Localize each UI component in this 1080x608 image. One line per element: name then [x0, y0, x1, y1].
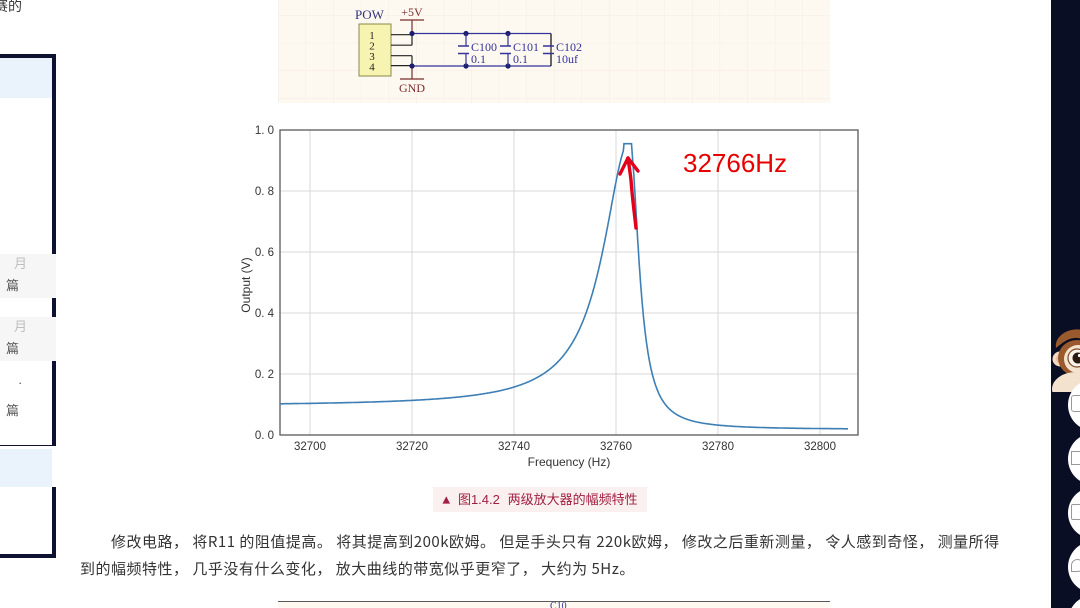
svg-text:0. 6: 0. 6	[255, 247, 274, 259]
svg-text:0. 8: 0. 8	[255, 186, 274, 198]
svg-text:Output (V): Output (V)	[239, 257, 253, 312]
svg-text:0. 2: 0. 2	[255, 369, 274, 381]
svg-text:32766Hz: 32766Hz	[683, 148, 787, 178]
svg-text:1. 0: 1. 0	[255, 125, 274, 137]
svg-text:32700: 32700	[294, 441, 326, 453]
svg-text:0. 0: 0. 0	[255, 430, 274, 442]
svg-text:32740: 32740	[498, 441, 530, 453]
svg-text:32720: 32720	[396, 441, 428, 453]
svg-text:32800: 32800	[804, 441, 836, 453]
svg-text:32760: 32760	[600, 441, 632, 453]
svg-text:32780: 32780	[702, 441, 734, 453]
svg-text:0. 4: 0. 4	[255, 308, 275, 320]
svg-text:Frequency (Hz): Frequency (Hz)	[528, 455, 611, 469]
